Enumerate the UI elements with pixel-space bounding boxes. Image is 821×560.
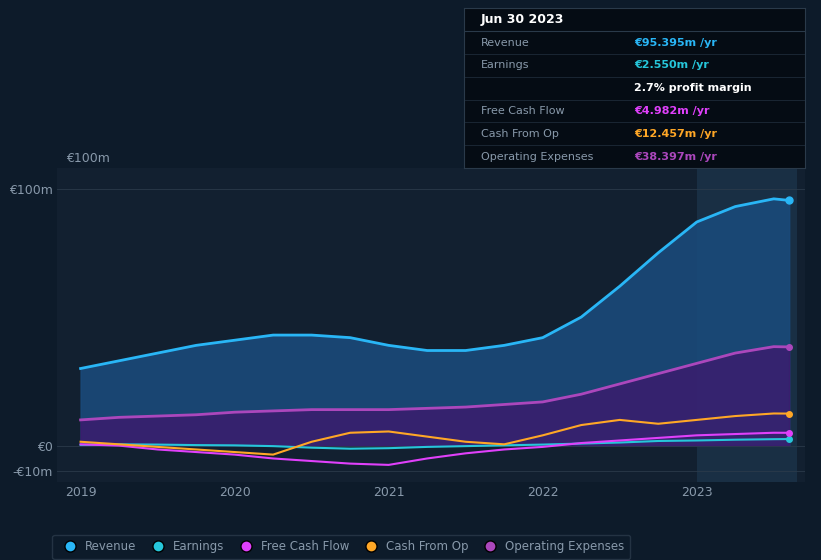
Text: €12.457m /yr: €12.457m /yr bbox=[635, 129, 718, 139]
Text: €2.550m /yr: €2.550m /yr bbox=[635, 60, 709, 71]
Text: Cash From Op: Cash From Op bbox=[481, 129, 559, 139]
Text: Jun 30 2023: Jun 30 2023 bbox=[481, 13, 564, 26]
Bar bbox=[697, 168, 797, 482]
Text: 2.7% profit margin: 2.7% profit margin bbox=[635, 83, 752, 93]
Text: Earnings: Earnings bbox=[481, 60, 530, 71]
Text: €95.395m /yr: €95.395m /yr bbox=[635, 38, 717, 48]
Text: Free Cash Flow: Free Cash Flow bbox=[481, 106, 565, 116]
Legend: Revenue, Earnings, Free Cash Flow, Cash From Op, Operating Expenses: Revenue, Earnings, Free Cash Flow, Cash … bbox=[53, 535, 631, 559]
Text: €38.397m /yr: €38.397m /yr bbox=[635, 152, 717, 162]
Text: €4.982m /yr: €4.982m /yr bbox=[635, 106, 709, 116]
Text: Revenue: Revenue bbox=[481, 38, 530, 48]
Text: Operating Expenses: Operating Expenses bbox=[481, 152, 594, 162]
Text: €100m: €100m bbox=[66, 152, 109, 165]
